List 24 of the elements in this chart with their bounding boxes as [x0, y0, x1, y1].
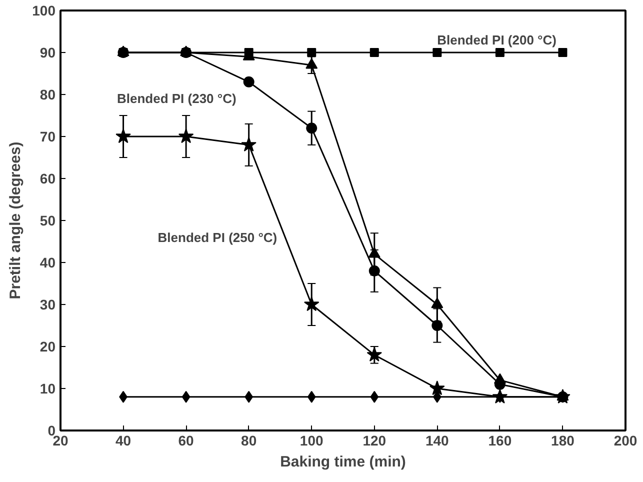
- x-axis-title: Baking time (min): [280, 454, 406, 470]
- y-axis-title: Pretilt angle (degrees): [7, 142, 24, 300]
- y-tick-label: 100: [32, 2, 56, 18]
- y-tick-label: 20: [40, 338, 56, 354]
- annotation: Blended PI (250 °C): [158, 230, 278, 245]
- y-tick-label: 80: [40, 86, 56, 102]
- y-tick-label: 90: [40, 44, 56, 60]
- annotation: Blended PI (230 °C): [116, 91, 236, 106]
- x-tick-label: 140: [425, 432, 450, 448]
- x-tick-label: 200: [614, 432, 638, 448]
- y-tick-label: 40: [40, 254, 56, 270]
- x-tick-label: 100: [300, 432, 324, 448]
- y-tick-label: 50: [40, 212, 56, 228]
- x-tick-label: 40: [115, 432, 132, 448]
- x-tick-label: 120: [362, 432, 386, 448]
- y-tick-label: 10: [40, 380, 56, 396]
- y-tick-label: 70: [40, 128, 56, 144]
- x-tick-label: 60: [178, 432, 194, 448]
- x-tick-label: 160: [488, 432, 512, 448]
- annotation: Blended PI (200 °C): [437, 32, 556, 48]
- x-tick-label: 180: [551, 432, 575, 448]
- y-tick-label: 30: [40, 296, 56, 312]
- y-tick-label: 60: [40, 170, 56, 186]
- x-tick-label: 80: [241, 432, 257, 448]
